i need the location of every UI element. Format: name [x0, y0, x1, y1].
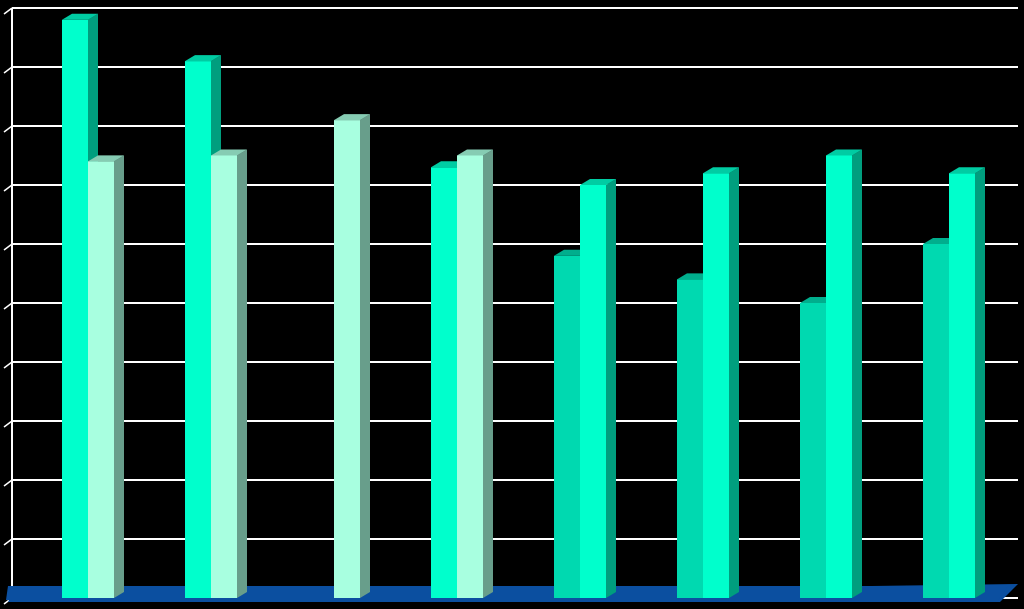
bar-top: [211, 149, 247, 156]
bar-front: [703, 173, 729, 598]
bar-front: [457, 155, 483, 598]
floor-plane-top: [6, 586, 1008, 600]
chart-floor: [6, 584, 1018, 602]
bar: [88, 155, 124, 598]
bar-side: [114, 155, 124, 598]
bar-top: [703, 167, 739, 174]
bar-front: [211, 155, 237, 598]
gridline-side: [3, 125, 13, 133]
bar-side: [237, 149, 247, 598]
bar-front: [334, 120, 360, 598]
bar-front: [923, 244, 949, 598]
gridline-side: [3, 184, 13, 192]
bar-side: [729, 167, 739, 598]
gridline-side: [3, 7, 13, 15]
bar: [703, 167, 739, 598]
gridline-side: [3, 538, 13, 546]
bar-side: [360, 114, 370, 598]
bar: [580, 179, 616, 598]
bar-side: [606, 179, 616, 598]
gridline-side: [3, 420, 13, 428]
bar-top: [185, 55, 221, 62]
bar-front: [62, 19, 88, 599]
bar-top: [334, 114, 370, 121]
bar-front: [677, 279, 703, 598]
bar-top: [580, 179, 616, 185]
bar-front: [88, 161, 114, 598]
bar-top: [62, 13, 98, 20]
bar-front: [431, 167, 457, 599]
bar-top: [457, 149, 493, 156]
bar-front: [554, 255, 580, 599]
gridline-side: [3, 361, 13, 369]
bar-side: [852, 149, 862, 598]
bars: [62, 13, 985, 599]
bar-top: [826, 149, 862, 156]
bar-top: [88, 155, 124, 162]
bar-front: [949, 173, 975, 598]
bar: [457, 149, 493, 598]
bar-front: [580, 185, 606, 598]
bar: [826, 149, 862, 598]
bar: [334, 114, 370, 598]
bar-top: [949, 167, 985, 174]
bar-side: [975, 167, 985, 598]
gridline-side: [3, 243, 13, 251]
bar: [211, 149, 247, 598]
gridline-side: [3, 66, 13, 74]
gridline-side: [3, 479, 13, 487]
bar: [949, 167, 985, 598]
bar-front: [826, 155, 852, 598]
bar-front: [800, 303, 826, 598]
gridline-side: [3, 302, 13, 310]
bar-front: [185, 61, 211, 599]
bar-side: [483, 149, 493, 598]
